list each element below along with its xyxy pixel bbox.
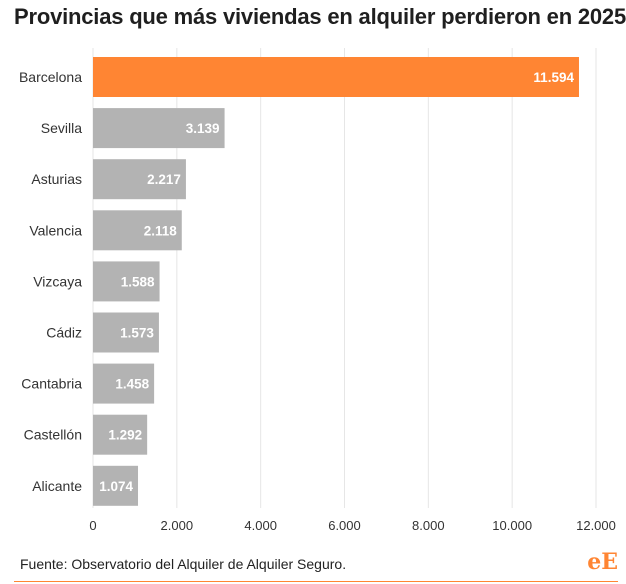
- category-label: Barcelona: [19, 69, 82, 85]
- category-label: Cantabria: [21, 376, 82, 392]
- data-label: 1.074: [99, 479, 133, 494]
- x-tick-label: 12.000: [576, 518, 616, 533]
- logo-part-2: E: [601, 549, 618, 575]
- bar: [93, 57, 579, 97]
- x-tick-label: 10.000: [492, 518, 532, 533]
- data-label: 2.118: [144, 223, 178, 238]
- x-tick-label: 6.000: [328, 518, 361, 533]
- bar: [93, 210, 182, 251]
- data-label: 1.573: [120, 326, 154, 341]
- bar: [93, 108, 225, 149]
- bar: [93, 312, 159, 353]
- category-label: Castellón: [24, 427, 82, 443]
- category-label: Sevilla: [41, 120, 82, 136]
- x-tick-label: 4.000: [244, 518, 277, 533]
- data-label: 2.217: [147, 172, 181, 187]
- x-tick-label: 2.000: [161, 518, 194, 533]
- data-label: 3.139: [186, 121, 220, 136]
- data-label: 1.458: [115, 377, 149, 392]
- category-label: Valencia: [29, 222, 82, 238]
- logo-part-1: e: [587, 549, 602, 575]
- x-tick-label: 8.000: [412, 518, 445, 533]
- bar: [93, 414, 148, 455]
- data-label: 11.594: [533, 70, 574, 85]
- bottom-rule: [14, 581, 618, 582]
- bar: [93, 159, 186, 200]
- category-label: Vizcaya: [33, 273, 82, 289]
- category-label: Asturias: [31, 171, 82, 187]
- category-label: Alicante: [32, 478, 82, 494]
- data-label: 1.588: [121, 274, 155, 289]
- x-tick-label: 0: [89, 518, 96, 533]
- bar: [93, 363, 155, 404]
- bar-chart: 0 2.000 4.000 6.000 8.000 10.000 12.000 Barcelo…: [19, 48, 616, 533]
- category-label: Cádiz: [46, 325, 82, 341]
- brand-logo: eE: [587, 549, 618, 575]
- source-note: Fuente: Observatorio del Alquiler de Alq…: [20, 556, 347, 572]
- bar: [93, 261, 160, 302]
- chart-title: Provincias que más viviendas en alquiler…: [14, 4, 626, 29]
- data-label: 1.292: [108, 428, 142, 443]
- bar: [93, 465, 139, 506]
